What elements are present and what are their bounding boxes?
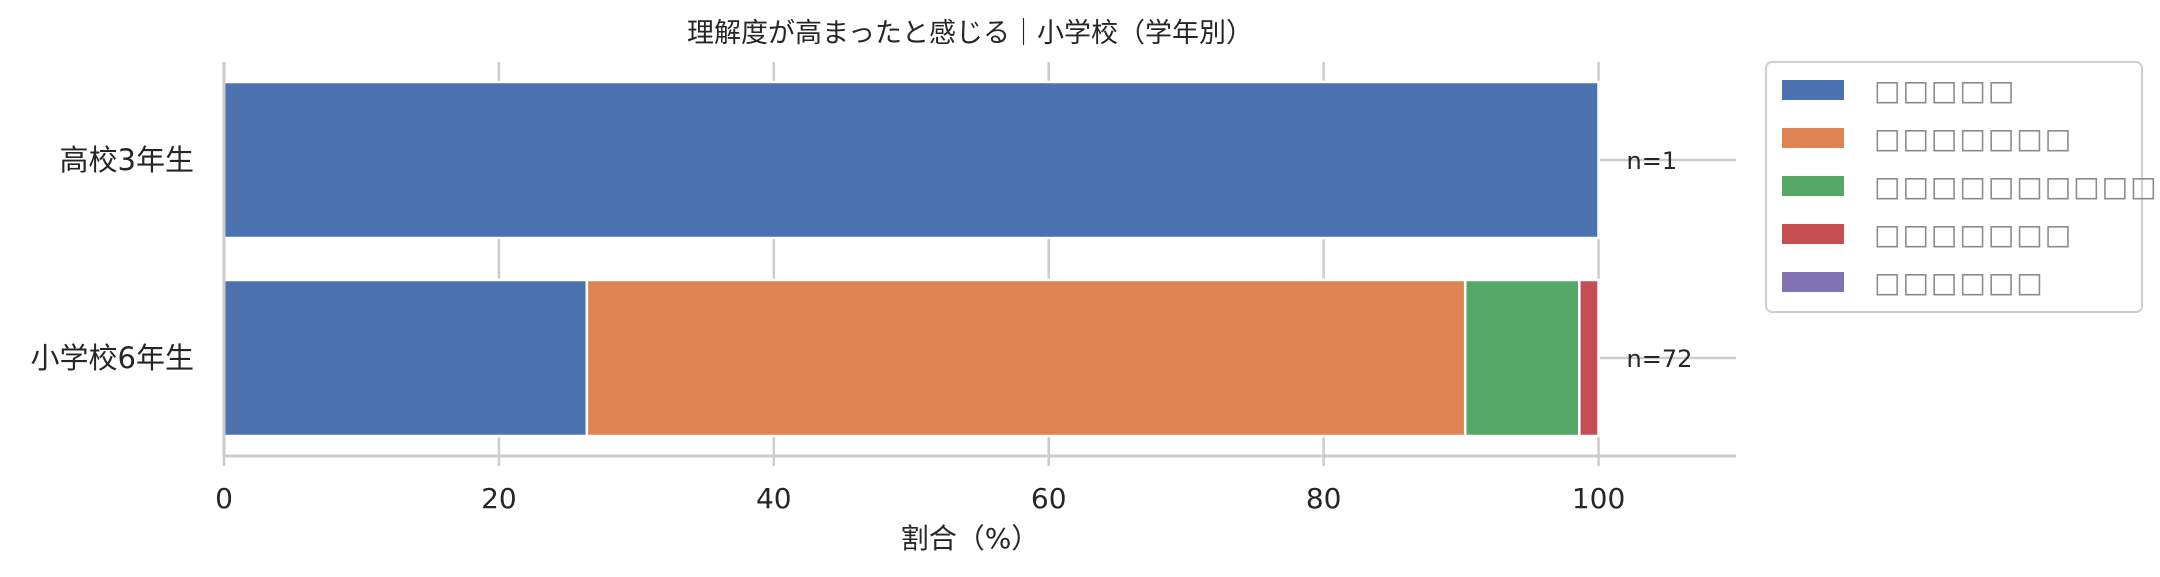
- labels: 0 20 40 60 80 100 高校3年生 n=1 小学校6年生 n=72: [31, 143, 1693, 515]
- bar-segment: [222, 278, 589, 438]
- legend-label: □□□□□□: [1874, 266, 2045, 299]
- bars: [222, 80, 1600, 438]
- legend-label: □□□□□: [1874, 74, 2016, 107]
- bar-segment: [1463, 278, 1581, 438]
- legend: □□□□□□□□□□□□□□□□□□□□□□□□□□□□□□□□□□□□: [1765, 61, 2160, 313]
- legend-swatch: [1782, 128, 1844, 148]
- bar-segment: [1578, 278, 1600, 438]
- legend-label: □□□□□□□: [1874, 122, 2073, 155]
- legend-swatch: [1782, 272, 1844, 292]
- legend-box: [1765, 61, 2143, 313]
- legend-swatch: [1782, 224, 1844, 244]
- legend-swatch: [1782, 176, 1844, 196]
- n-label: n=1: [1627, 147, 1678, 175]
- legend-swatch: [1782, 80, 1844, 100]
- axes: [222, 62, 1736, 466]
- y-category-label: 高校3年生: [60, 143, 194, 177]
- x-tick-label: 60: [1031, 482, 1067, 515]
- x-tick-label: 20: [481, 482, 517, 515]
- x-tick-label: 80: [1306, 482, 1342, 515]
- x-axis-label: 割合（%）: [901, 522, 1040, 555]
- x-tick-label: 100: [1572, 482, 1625, 515]
- bar-segment: [222, 80, 1600, 240]
- x-tick-label: 40: [756, 482, 792, 515]
- chart-title: 理解度が高まったと感じる｜小学校（学年別）: [687, 18, 1253, 49]
- y-category-label: 小学校6年生: [31, 341, 194, 375]
- bar-segment: [585, 278, 1467, 438]
- legend-label: □□□□□□□: [1874, 218, 2073, 251]
- legend-label: □□□□□□□□□□□: [1874, 170, 2160, 203]
- n-label: n=72: [1627, 345, 1693, 373]
- x-tick-label: 0: [215, 482, 233, 515]
